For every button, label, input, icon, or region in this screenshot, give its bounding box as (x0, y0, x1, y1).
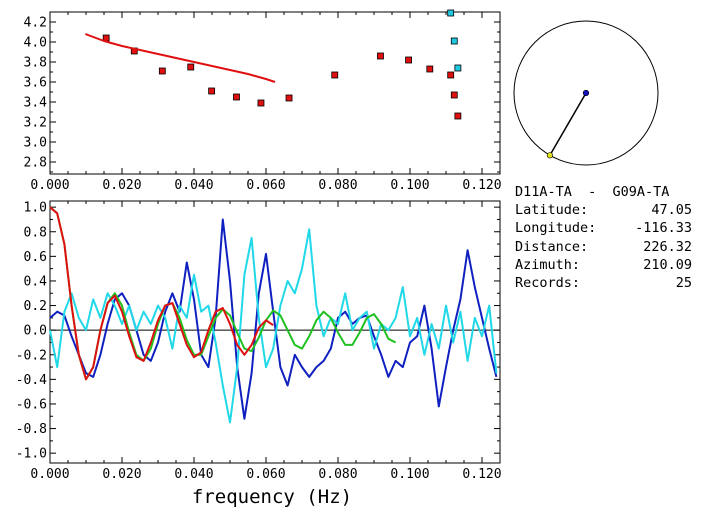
azimuth-label: Azimuth: (515, 256, 581, 273)
longitude-row: Longitude: -116.33 (515, 219, 700, 237)
dispersion-plot-frame (49, 11, 501, 175)
longitude-value: -116.33 (635, 220, 692, 237)
correlation-y-tick-label: 0.2 (24, 299, 47, 314)
dispersion-x-tick-label: 0.120 (462, 178, 501, 193)
correlation-x-tick-label: 0.120 (462, 467, 501, 482)
dispersion-point (285, 94, 293, 102)
dispersion-point (454, 64, 462, 72)
dispersion-panel: 0.000 0.020 0.040 0.060 0.080 0.100 0.120 2.8 3.… (24, 9, 502, 193)
dispersion-y-tick-label: 2.8 (24, 156, 47, 171)
station-pair: D11A-TA - G09A-TA (515, 184, 670, 200)
compass-circle (513, 20, 659, 166)
dispersion-point (450, 37, 458, 45)
azimuth-row: Azimuth: 210.09 (515, 256, 700, 274)
compass-end-dot (546, 152, 554, 159)
dispersion-point (187, 63, 195, 71)
distance-label: Distance: (515, 238, 589, 255)
dispersion-y-tick-label: 3.2 (24, 116, 47, 131)
longitude-label: Longitude: (515, 220, 597, 237)
dispersion-y-tick-label: 3.6 (24, 76, 47, 91)
dispersion-point (377, 52, 384, 60)
correlation-ticks: 0.000 0.020 0.040 0.060 0.080 0.100 0.120 -1.0 -… (16, 201, 502, 482)
dispersion-point (454, 112, 462, 120)
station-info-panel: D11A-TA - G09A-TA Latitude: 47.05 Longit… (515, 183, 700, 292)
latitude-label: Latitude: (515, 202, 589, 219)
correlation-x-tick-label: 0.100 (390, 467, 429, 482)
dispersion-y-tick-label: 4.0 (24, 36, 47, 51)
correlation-x-tick-label: 0.040 (174, 467, 213, 482)
dispersion-x-tick-label: 0.100 (390, 178, 429, 193)
dispersion-point (158, 67, 166, 75)
dispersion-y-tick-label: 3.0 (24, 136, 47, 151)
dispersion-point (426, 65, 434, 73)
correlation-y-tick-label: -0.2 (16, 348, 47, 363)
correlation-y-tick-label: 0.8 (24, 225, 47, 240)
correlation-series-line-1 (49, 228, 498, 424)
correlation-y-tick-label: -0.4 (16, 373, 47, 388)
x-axis-title: frequency (Hz) (192, 486, 352, 508)
correlation-x-tick-label: 0.020 (102, 467, 141, 482)
dispersion-point (405, 56, 412, 64)
dispersion-point (208, 87, 216, 95)
correlation-y-tick-label: -1.0 (16, 447, 47, 462)
distance-row: Distance: 226.32 (515, 238, 700, 256)
dispersion-point (257, 99, 265, 107)
dispersion-point (233, 93, 240, 101)
dispersion-x-tick-label: 0.020 (102, 178, 141, 193)
distance-value: 226.32 (643, 238, 692, 255)
latitude-value: 47.05 (651, 202, 692, 219)
correlation-y-tick-label: -0.6 (16, 397, 47, 412)
azimuth-compass (513, 20, 659, 166)
dispersion-point (331, 71, 339, 79)
correlation-x-tick-label: 0.080 (318, 467, 357, 482)
records-row: Records: 25 (515, 274, 700, 292)
records-label: Records: (515, 275, 581, 292)
correlation-y-tick-label: 1.0 (24, 201, 47, 216)
dispersion-point (450, 91, 458, 99)
dispersion-point (447, 9, 455, 17)
dispersion-y-tick-label: 3.8 (24, 56, 47, 71)
dispersion-x-tick-label: 0.000 (30, 178, 69, 193)
azimuth-line (549, 92, 587, 156)
dispersion-y-tick-label: 4.2 (24, 16, 47, 31)
correlation-series-line-0 (49, 218, 498, 420)
latitude-row: Latitude: 47.05 (515, 201, 700, 219)
dispersion-series-line-2 (84, 33, 276, 83)
correlation-y-tick-label: -0.8 (16, 422, 47, 437)
correlation-y-tick-label: 0.4 (24, 274, 48, 289)
dispersion-x-tick-label: 0.060 (246, 178, 285, 193)
correlation-series-line-3 (49, 206, 274, 381)
correlation-marks (49, 206, 500, 424)
dispersion-x-tick-label: 0.040 (174, 178, 213, 193)
azimuth-value: 210.09 (643, 256, 692, 273)
records-value: 25 (675, 275, 692, 292)
dispersion-x-tick-label: 0.080 (318, 178, 357, 193)
correlation-y-tick-label: 0.0 (24, 324, 47, 339)
correlation-x-tick-label: 0.060 (246, 467, 285, 482)
correlation-y-tick-label: 0.6 (24, 250, 47, 265)
dispersion-ticks: 0.000 0.020 0.040 0.060 0.080 0.100 0.120 2.8 3.… (24, 12, 502, 193)
dispersion-point (447, 71, 455, 79)
dispersion-marks (84, 9, 462, 120)
correlation-panel: 0.000 0.020 0.040 0.060 0.080 0.100 0.120 -1.0 -… (16, 200, 502, 508)
dispersion-y-tick-label: 3.4 (24, 96, 48, 111)
correlation-x-tick-label: 0.000 (30, 467, 69, 482)
compass-center-dot (582, 89, 590, 97)
